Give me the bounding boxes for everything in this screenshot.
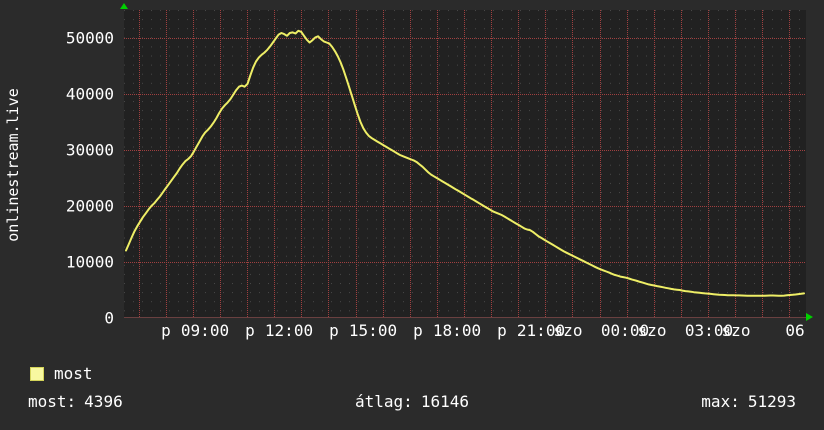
- y-axis-title: onlinestream.live: [0, 0, 26, 330]
- y-axis-tick-10000: 10000: [65, 252, 114, 272]
- x-axis-tick-label: 03:00: [684, 321, 734, 340]
- stat-label-most: most:: [28, 392, 77, 411]
- x-axis-tick-labels: p 09:00 p 12:00 p 15:00 p 18:00 p 21:00 szo 00:00 sz…: [0, 321, 824, 343]
- stat-label-atlag: átlag:: [355, 392, 413, 411]
- right-arrow-icon: [806, 313, 813, 321]
- x-axis-tick-label: 15:00: [348, 321, 398, 340]
- x-axis-tick-label: 09:00: [180, 321, 230, 340]
- x-axis-tick-label: p: [329, 321, 339, 340]
- major-grid: [124, 10, 806, 318]
- x-axis-tick-label: szo: [721, 321, 751, 340]
- y-axis-tick-20000: 20000: [65, 196, 114, 216]
- x-axis-tick-label: 06: [785, 321, 805, 340]
- up-arrow-icon: [120, 3, 128, 9]
- stat-value-max: 51293: [747, 392, 796, 411]
- stat-label-max: max:: [701, 392, 740, 411]
- x-axis-tick-label: 12:00: [264, 321, 314, 340]
- stat-value-atlag: 16146: [420, 392, 469, 411]
- x-axis-tick-label: 00:00: [600, 321, 650, 340]
- y-axis-tick-40000: 40000: [65, 84, 114, 104]
- chart-plot-area: [124, 10, 806, 318]
- legend-color-swatch: [30, 366, 44, 381]
- x-axis-tick-label: szo: [553, 321, 583, 340]
- x-axis-tick-label: p: [161, 321, 171, 340]
- x-axis-tick-label: p: [413, 321, 423, 340]
- stat-most: most: 4396: [28, 392, 123, 411]
- stat-max: max: 51293: [701, 392, 796, 411]
- x-axis-tick-label: szo: [637, 321, 667, 340]
- y-axis-title-text: onlinestream.live: [4, 88, 22, 242]
- y-axis-tick-labels: 50000 40000 30000 20000 10000 0: [26, 0, 118, 330]
- legend: most: [30, 364, 93, 383]
- series-line-most: [125, 29, 805, 297]
- y-axis-tick-30000: 30000: [65, 140, 114, 160]
- x-axis-tick-label: 21:00: [516, 321, 566, 340]
- stat-value-most: 4396: [84, 392, 123, 411]
- stat-atlag: átlag: 16146: [355, 392, 469, 411]
- statistics-row: most: 4396 átlag: 16146 max: 51293: [28, 392, 796, 411]
- chart-svg: [124, 10, 806, 318]
- y-axis-tick-0: 0: [104, 308, 114, 328]
- y-axis-tick-50000: 50000: [65, 28, 114, 48]
- legend-series-label: most: [54, 364, 93, 383]
- x-axis-tick-label: p: [245, 321, 255, 340]
- x-axis-tick-label: p: [497, 321, 507, 340]
- x-axis-tick-label: 18:00: [432, 321, 482, 340]
